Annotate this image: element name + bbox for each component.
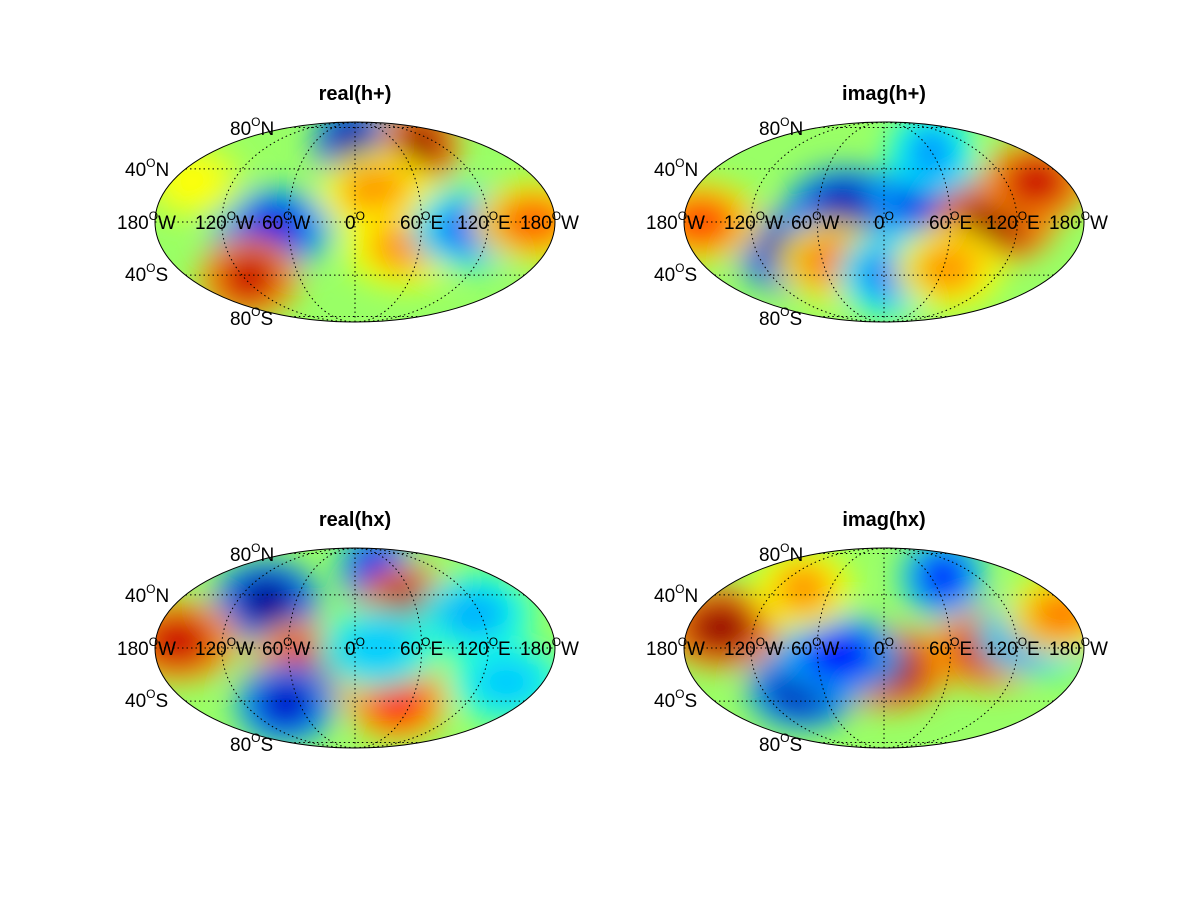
lon-tick-label: 180OW (646, 635, 705, 660)
panel-title: real(hx) (319, 509, 391, 531)
lat-tick-label: 80ON (759, 541, 803, 566)
meridian-line (883, 548, 1018, 748)
lon-tick-label: 180OW (1049, 209, 1108, 234)
map-panel-3: real(hx) 80ON 40ON 40OS 80OS 180OW 120OW 60OW 0O… (117, 509, 579, 756)
meridian-line (221, 547, 356, 749)
lon-tick-label: 60OW (791, 209, 839, 234)
lon-tick-label: 180OW (520, 635, 579, 660)
lon-tick-label: 120OE (457, 635, 511, 660)
panel-title: imag(hx) (842, 509, 925, 531)
lat-tick-label: 40ON (125, 156, 169, 181)
lon-tick-label: 180OW (117, 209, 176, 234)
meridian-line (354, 121, 423, 323)
lon-tick-label: 120OW (195, 635, 254, 660)
graticule (155, 121, 555, 323)
lon-tick-label: 180OW (1049, 635, 1108, 660)
lon-tick-label: 60OE (929, 635, 972, 660)
lat-tick-label: 80OS (759, 305, 802, 330)
field-extremum (234, 575, 299, 628)
meridian-line (287, 547, 356, 749)
map-panel-4: imag(hx) 80ON 40ON 40OS 80OS 180OW 120OW 60OW 0O… (646, 509, 1108, 756)
meridian-line (354, 121, 489, 323)
field-extremum (154, 615, 214, 668)
lat-tick-label: 40OS (125, 261, 168, 286)
field-extremum (255, 677, 316, 730)
meridian-line (816, 548, 885, 748)
lon-tick-label: 0O (874, 635, 894, 660)
lon-tick-label: 120OW (195, 209, 254, 234)
map-field (684, 548, 1084, 748)
meridian-line (287, 121, 356, 323)
lon-tick-label: 60OE (400, 635, 443, 660)
lon-tick-label: 180OW (520, 209, 579, 234)
meridian-line (883, 122, 1018, 322)
lon-tick-label: 0O (874, 209, 894, 234)
meridian-line (750, 122, 885, 322)
meridian-line (750, 548, 885, 748)
lon-tick-label: 60OW (262, 209, 310, 234)
map-frame (683, 121, 1085, 323)
graticule (684, 548, 1084, 748)
lon-tick-label: 120OE (457, 209, 511, 234)
field-extremum (684, 196, 737, 248)
lat-tick-label: 80OS (230, 731, 273, 756)
map-panel-1: real(h+) 80ON 40ON 40OS 80OS 180OW 120OW 60OW 0O… (117, 83, 579, 330)
lon-tick-label: 60OE (929, 209, 972, 234)
lat-tick-label: 80ON (230, 541, 274, 566)
lat-tick-label: 40OS (125, 687, 168, 712)
lon-tick-label: 120OE (986, 635, 1040, 660)
lon-tick-label: 120OW (724, 635, 783, 660)
meridian-line (354, 547, 423, 749)
meridian-line (883, 122, 952, 322)
lon-tick-label: 120OW (724, 209, 783, 234)
lat-tick-label: 40ON (125, 582, 169, 607)
lon-tick-label: 180OW (646, 209, 705, 234)
graticule (684, 122, 1084, 322)
field-extremum (916, 242, 980, 295)
field-extremum (496, 196, 556, 248)
meridian-line (816, 122, 885, 322)
panel-title: real(h+) (319, 83, 392, 105)
map-field (154, 121, 556, 323)
field-extremum (472, 655, 541, 708)
field-extremum (803, 628, 876, 681)
lon-tick-label: 180OW (117, 635, 176, 660)
map-frame (683, 547, 1085, 749)
lon-tick-label: 60OE (400, 209, 443, 234)
map-frame (154, 547, 556, 749)
lat-tick-label: 40OS (654, 261, 697, 286)
field-extremum (685, 601, 757, 654)
field-extremum (341, 622, 414, 674)
panel-title: imag(h+) (842, 83, 926, 105)
lat-tick-label: 40OS (654, 687, 697, 712)
meridian-line (883, 548, 952, 748)
lon-tick-label: 0O (345, 635, 365, 660)
lat-tick-label: 80OS (230, 305, 273, 330)
map-frame (154, 121, 556, 323)
map-panel-2: imag(h+) 80ON 40ON 40OS 80OS 180OW 120OW 60OW 0O… (646, 83, 1108, 330)
lon-tick-label: 60OW (262, 635, 310, 660)
lon-tick-label: 60OW (791, 635, 839, 660)
lat-tick-label: 80ON (759, 115, 803, 140)
field-extremum (218, 251, 279, 304)
meridian-line (354, 547, 489, 749)
graticule (155, 547, 555, 749)
field-extremum (441, 588, 510, 641)
field-extremum (774, 562, 833, 615)
lat-tick-label: 40ON (654, 156, 698, 181)
meridian-line (221, 121, 356, 323)
lon-tick-label: 120OE (986, 209, 1040, 234)
lat-tick-label: 80OS (759, 731, 802, 756)
field-extremum (341, 166, 411, 219)
field-extremum (917, 551, 969, 604)
lon-tick-label: 0O (345, 209, 365, 234)
lat-tick-label: 40ON (654, 582, 698, 607)
field-extremum (905, 125, 957, 178)
lat-tick-label: 80ON (230, 115, 274, 140)
